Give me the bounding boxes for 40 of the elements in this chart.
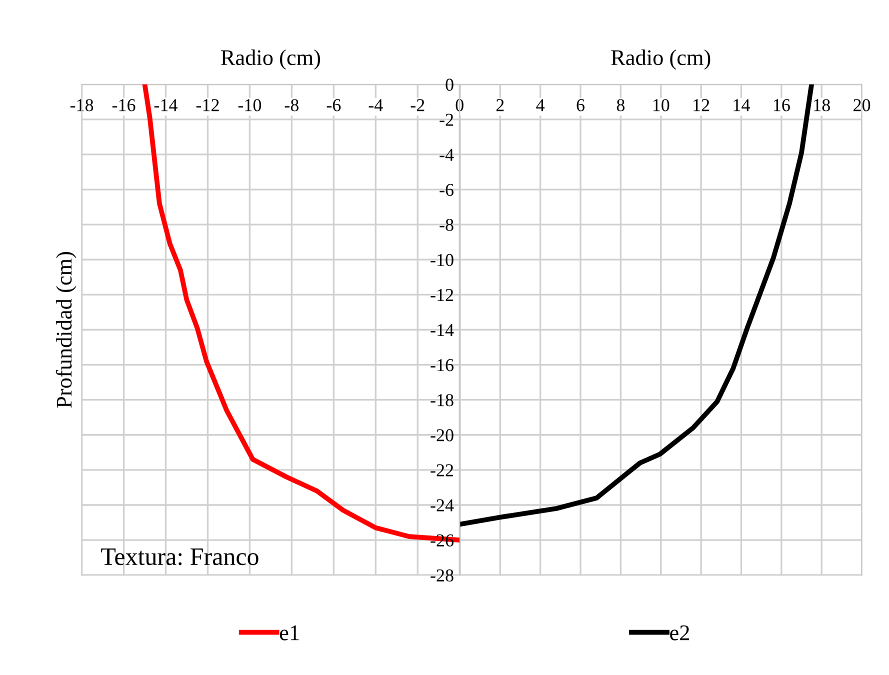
y-tick-label: -6 (440, 184, 454, 196)
x-tick-label: 16 (774, 99, 790, 112)
x-tick-label: 12 (694, 99, 710, 112)
annotation: Textura: Franco (101, 548, 258, 566)
y-tick-label: -28 (430, 569, 454, 582)
x-tick-label: -4 (368, 99, 383, 112)
legend-label: e1 (280, 625, 299, 640)
y-tick-label: -20 (430, 429, 454, 442)
x-tick-label: -6 (326, 99, 341, 112)
y-tick-label: -10 (430, 254, 454, 266)
y-tick-label: -8 (440, 218, 454, 232)
x-tick-label: -12 (196, 99, 219, 112)
x-tick-label: 18 (814, 99, 830, 112)
y-tick-label: -16 (430, 359, 454, 372)
y-tick-label: 0 (446, 78, 454, 91)
x-tick-label: -10 (238, 99, 262, 112)
y-tick-label: -24 (430, 499, 454, 512)
x-tick-label: 0 (456, 99, 464, 112)
y-tick-label: -2 (440, 114, 454, 126)
x-tick-label: -8 (284, 99, 299, 112)
x-tick-label: 14 (734, 99, 750, 112)
x-tick-label: 4 (536, 99, 545, 112)
x-axis-title: Radio (cm) (611, 50, 710, 70)
x-tick-label: 6 (576, 99, 584, 112)
x-tick-label: -16 (112, 99, 136, 112)
x-tick-label: 2 (496, 99, 504, 112)
x-tick-label: 8 (616, 99, 625, 112)
y-tick-label: -18 (430, 394, 454, 406)
x-tick-label: -18 (70, 99, 94, 112)
y-tick-label: -22 (430, 464, 454, 476)
x-tick-label: 20 (854, 99, 870, 112)
y-tick-label: -14 (430, 324, 454, 336)
x-tick-label: -14 (154, 99, 178, 112)
y-tick-label: -4 (440, 148, 454, 161)
x-tick-label: -2 (410, 99, 424, 112)
x-axis-title: Radio (cm) (221, 50, 320, 70)
legend-label: e2 (670, 625, 690, 640)
x-tick-label: 10 (653, 99, 670, 112)
y-tick-label: -12 (430, 288, 454, 301)
y-axis-title: Profundidad (cm) (56, 252, 76, 408)
